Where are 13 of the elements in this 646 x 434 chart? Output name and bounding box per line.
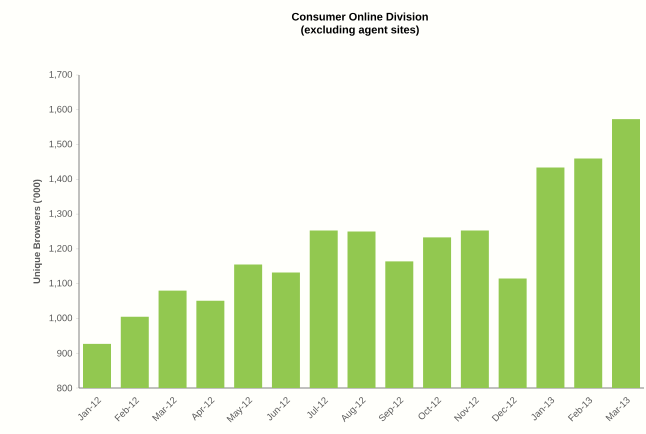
y-tick-label: 1,300: [50, 210, 72, 218]
y-tick-label: 1,200: [50, 244, 72, 253]
y-tick-label: 1,700: [50, 71, 72, 79]
y-tick-label: 1,500: [50, 140, 72, 148]
y-tick-label: 800: [57, 384, 72, 392]
chart-subtitle: (excluding agent sites): [301, 25, 419, 36]
chart-title: Consumer Online Division: [292, 12, 428, 21]
y-tick-label: 1,100: [50, 280, 72, 288]
y-axis-title: Unique Browsers ('000): [33, 180, 42, 284]
y-tick-label: 900: [57, 350, 72, 357]
y-tick-label: 1,400: [50, 175, 72, 184]
y-tick-label: 1,600: [50, 106, 72, 114]
y-tick-label: 1,000: [50, 314, 72, 322]
